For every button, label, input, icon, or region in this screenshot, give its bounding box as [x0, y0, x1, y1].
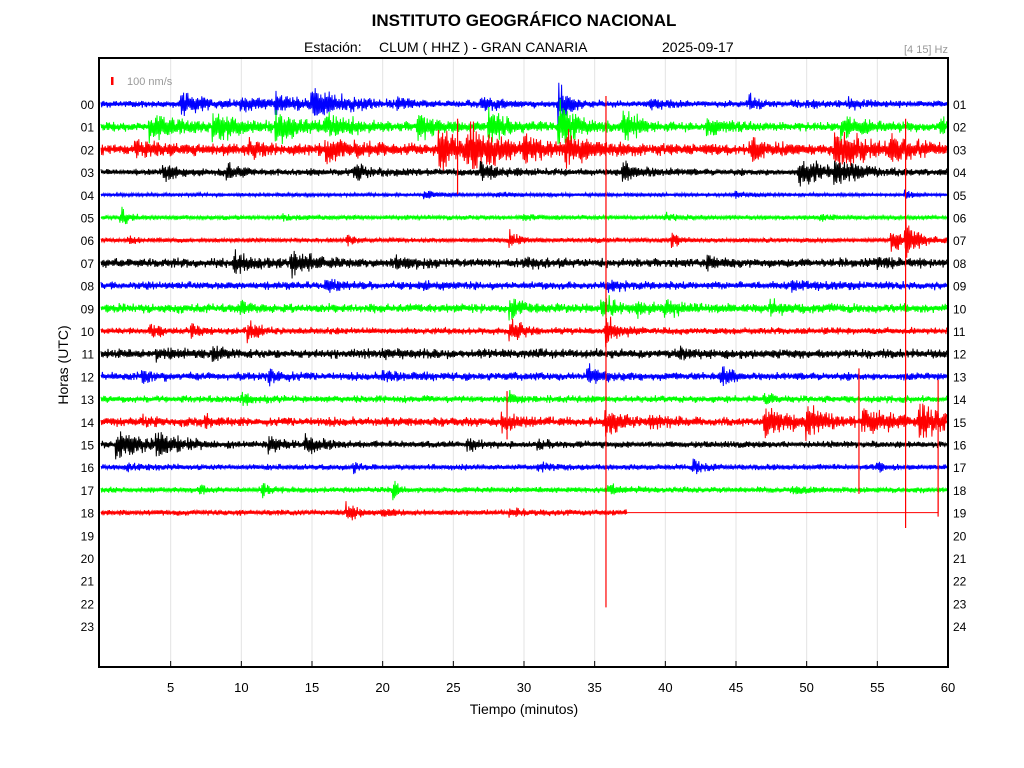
station-prefix: Estación: [304, 39, 362, 55]
chart-date: 2025-09-17 [662, 39, 734, 55]
trace-hour-18 [100, 501, 628, 521]
left-hour-label: 00 [81, 98, 95, 112]
x-tick-label: 60 [941, 680, 955, 695]
right-hour-label: 03 [953, 143, 967, 157]
right-hour-label: 13 [953, 370, 967, 384]
right-hour-label: 24 [953, 620, 967, 634]
left-hour-label: 12 [81, 370, 95, 384]
left-hour-label: 15 [81, 439, 95, 453]
right-hour-label: 15 [953, 416, 967, 430]
left-hour-label: 07 [81, 257, 95, 271]
left-hour-label: 01 [81, 121, 95, 135]
left-hour-labels: 00 01 02 03 04 05 06 07 08 09 10 11 12 13 14 15 16 17 18 19… [81, 98, 95, 634]
right-hour-labels: 01 02 03 04 05 06 07 08 09 10 11 12 13 14 15 16 17 18 19 20… [953, 98, 967, 634]
x-tick-label: 55 [870, 680, 884, 695]
right-hour-label: 06 [953, 212, 967, 226]
left-hour-label: 22 [81, 597, 95, 611]
trace-hour-00 [100, 82, 948, 129]
right-hour-label: 22 [953, 575, 967, 589]
left-hour-label: 14 [81, 416, 95, 430]
right-hour-label: 08 [953, 257, 967, 271]
x-tick-label: 35 [587, 680, 601, 695]
chart-title: INSTITUTO GEOGRÁFICO NACIONAL [372, 11, 677, 30]
left-hour-label: 03 [81, 166, 95, 180]
scale-bar-marker [111, 77, 114, 85]
x-tick-label: 5 [167, 680, 174, 695]
left-hour-label: 08 [81, 280, 95, 294]
right-hour-label: 16 [953, 439, 967, 453]
seismic-traces [100, 82, 948, 608]
left-hour-label: 16 [81, 461, 95, 475]
x-tick-label: 15 [305, 680, 319, 695]
right-hour-label: 20 [953, 529, 967, 543]
scale-label: 100 nm/s [127, 76, 173, 88]
x-axis-label: Tiempo (minutos) [470, 701, 578, 717]
left-hour-label: 06 [81, 234, 95, 248]
right-hour-label: 14 [953, 393, 967, 407]
y-axis-label: Horas (UTC) [55, 325, 71, 404]
x-tick-label: 40 [658, 680, 672, 695]
left-hour-label: 04 [81, 189, 95, 203]
right-hour-label: 17 [953, 461, 967, 475]
left-hour-label: 13 [81, 393, 95, 407]
right-hour-label: 18 [953, 484, 967, 498]
left-hour-label: 17 [81, 484, 95, 498]
left-hour-label: 18 [81, 507, 95, 521]
right-hour-label: 05 [953, 189, 967, 203]
left-hour-label: 23 [81, 620, 95, 634]
right-hour-label: 23 [953, 597, 967, 611]
left-hour-label: 21 [81, 575, 95, 589]
x-tick-label: 45 [729, 680, 743, 695]
x-tick-label: 20 [375, 680, 389, 695]
x-tick-label: 30 [517, 680, 531, 695]
station-name: CLUM ( HHZ ) - GRAN CANARIA [379, 39, 588, 55]
right-hour-label: 10 [953, 302, 967, 316]
right-hour-label: 04 [953, 166, 967, 180]
right-hour-label: 02 [953, 121, 967, 135]
left-hour-label: 19 [81, 529, 95, 543]
right-hour-label: 09 [953, 280, 967, 294]
left-hour-label: 20 [81, 552, 95, 566]
left-hour-label: 05 [81, 212, 95, 226]
right-hour-label: 07 [953, 234, 967, 248]
right-hour-label: 11 [953, 325, 966, 339]
trace-hour-03 [100, 160, 948, 187]
trace-end-connector [627, 489, 939, 514]
right-hour-label: 21 [953, 552, 967, 566]
left-hour-label: 11 [82, 348, 95, 362]
plot-frame [98, 57, 949, 668]
x-tick-label: 25 [446, 680, 460, 695]
filter-label: [4 15] Hz [904, 44, 948, 56]
left-hour-label: 09 [81, 302, 95, 316]
left-hour-label: 02 [81, 143, 95, 157]
x-tick-label: 10 [234, 680, 248, 695]
right-hour-label: 19 [953, 507, 967, 521]
right-hour-label: 01 [953, 98, 967, 112]
right-hour-label: 12 [953, 348, 967, 362]
x-tick-label: 50 [799, 680, 813, 695]
left-hour-label: 10 [81, 325, 95, 339]
x-tick-labels: 5 10 15 20 25 30 35 40 45 50 55 60 [167, 661, 955, 695]
